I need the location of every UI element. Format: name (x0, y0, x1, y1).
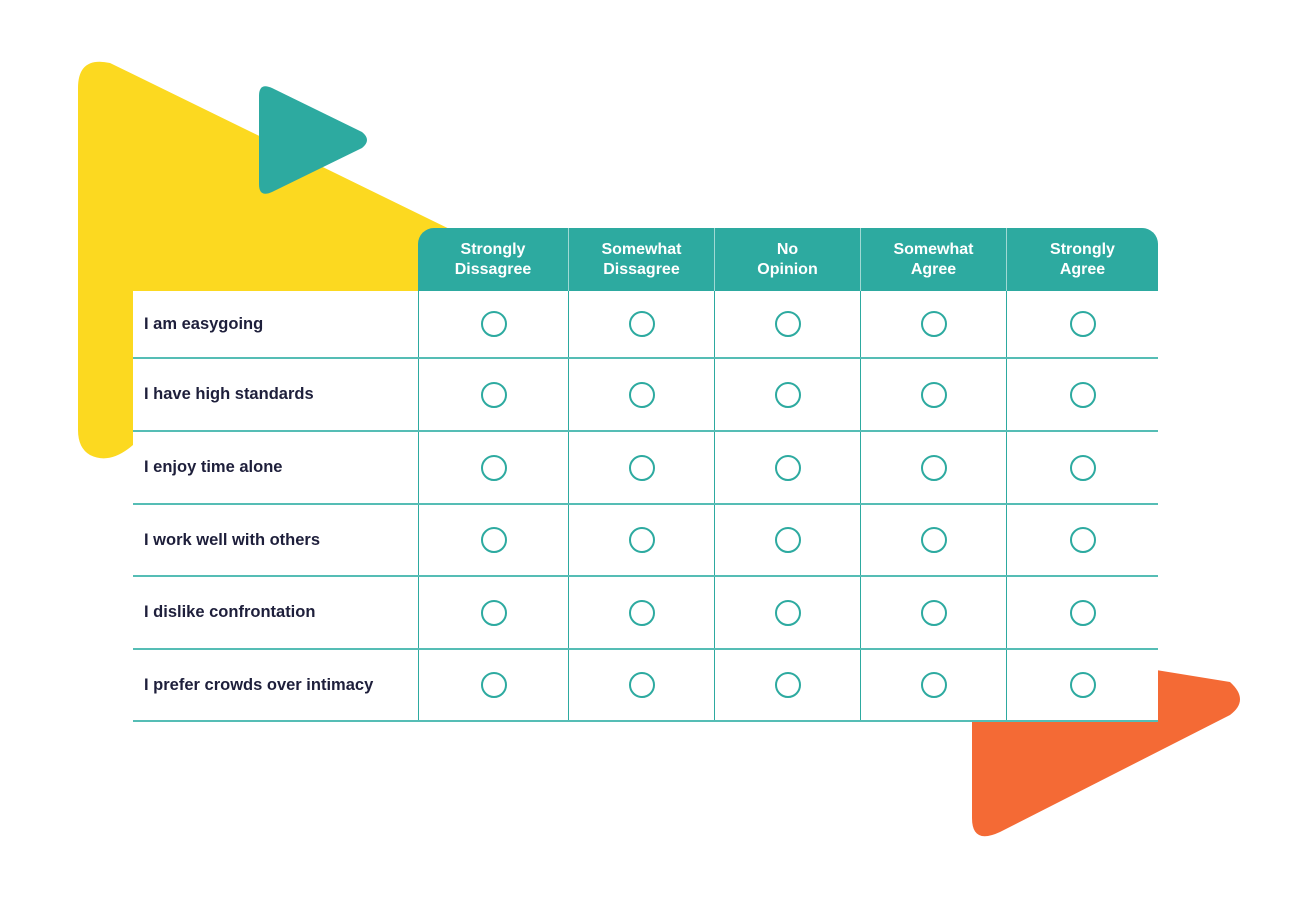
radio-strongly-agree[interactable] (1069, 527, 1096, 553)
statement-label: I enjoy time alone (144, 458, 283, 476)
radio-somewhat-disagree[interactable] (628, 527, 655, 553)
survey-row: I enjoy time alone (133, 432, 1158, 505)
option-cell-no-opinion (714, 505, 860, 575)
radio-strongly-disagree[interactable] (480, 599, 507, 626)
column-header-no-opinion: No Opinion (714, 228, 860, 291)
radio-somewhat-disagree[interactable] (628, 599, 655, 626)
radio-strongly-agree[interactable] (1069, 672, 1096, 698)
option-cell-somewhat-disagree (568, 432, 714, 503)
option-cell-strongly-disagree (418, 359, 568, 430)
radio-somewhat-agree[interactable] (920, 672, 947, 698)
survey-row: I have high standards (133, 359, 1158, 432)
option-cell-somewhat-agree (860, 359, 1006, 430)
option-cell-somewhat-disagree (568, 359, 714, 430)
option-cell-strongly-agree (1006, 432, 1158, 503)
option-cell-no-opinion (714, 432, 860, 503)
header-row: Strongly Dissagree Somewhat Dissagree No… (133, 228, 1158, 291)
radio-somewhat-agree[interactable] (920, 599, 947, 626)
yellow-triangle-shape (78, 61, 560, 459)
radio-strongly-agree[interactable] (1069, 311, 1096, 337)
option-cell-somewhat-disagree (568, 650, 714, 720)
option-cell-strongly-disagree (418, 577, 568, 648)
option-cell-somewhat-agree (860, 291, 1006, 357)
likert-survey-table: Strongly Dissagree Somewhat Dissagree No… (133, 228, 1158, 722)
radio-no-opinion[interactable] (774, 527, 801, 553)
radio-strongly-disagree[interactable] (480, 381, 507, 408)
radio-somewhat-agree[interactable] (920, 527, 947, 553)
column-header-strongly-agree: Strongly Agree (1006, 228, 1158, 291)
statement-label: I dislike confrontation (144, 603, 316, 621)
radio-somewhat-disagree[interactable] (628, 454, 655, 481)
column-header-somewhat-agree: Somewhat Agree (860, 228, 1006, 291)
radio-somewhat-agree[interactable] (920, 454, 947, 481)
option-cell-strongly-agree (1006, 359, 1158, 430)
option-cell-somewhat-agree (860, 650, 1006, 720)
option-cell-no-opinion (714, 577, 860, 648)
survey-row: I prefer crowds over intimacy (133, 650, 1158, 722)
option-cell-no-opinion (714, 291, 860, 357)
header-spacer (133, 228, 418, 291)
radio-somewhat-disagree[interactable] (628, 672, 655, 698)
radio-somewhat-agree[interactable] (920, 311, 947, 337)
survey-rows: I am easygoing I have high standards I enj… (133, 291, 1158, 722)
statement-label: I am easygoing (144, 314, 264, 333)
radio-no-opinion[interactable] (774, 381, 801, 408)
radio-somewhat-disagree[interactable] (628, 381, 655, 408)
radio-somewhat-disagree[interactable] (628, 311, 655, 337)
radio-strongly-agree[interactable] (1069, 381, 1096, 408)
radio-somewhat-agree[interactable] (920, 381, 947, 408)
radio-strongly-disagree[interactable] (480, 527, 507, 553)
option-cell-strongly-agree (1006, 650, 1158, 720)
statement-label: I work well with others (144, 530, 321, 549)
option-cell-no-opinion (714, 650, 860, 720)
column-header-somewhat-disagree: Somewhat Dissagree (568, 228, 714, 291)
option-cell-somewhat-disagree (568, 577, 714, 648)
column-header-strongly-disagree: Strongly Dissagree (454, 240, 532, 278)
radio-strongly-disagree[interactable] (480, 672, 507, 698)
radio-no-opinion[interactable] (774, 672, 801, 698)
option-cell-no-opinion (714, 359, 860, 430)
option-cell-somewhat-agree (860, 577, 1006, 648)
radio-strongly-disagree[interactable] (480, 311, 507, 337)
option-cell-somewhat-disagree (568, 505, 714, 575)
option-cell-strongly-disagree (418, 505, 568, 575)
statement-label: I have high standards (144, 385, 314, 403)
radio-strongly-disagree[interactable] (480, 454, 507, 481)
header-cells: Strongly Dissagree Somewhat Dissagree No… (418, 228, 1158, 291)
teal-triangle-shape (259, 86, 367, 194)
option-cell-strongly-disagree (418, 291, 568, 357)
option-cell-somewhat-disagree (568, 291, 714, 357)
option-cell-strongly-disagree (418, 650, 568, 720)
option-cell-strongly-agree (1006, 291, 1158, 357)
option-cell-strongly-agree (1006, 505, 1158, 575)
survey-row: I work well with others (133, 505, 1158, 577)
survey-row: I dislike confrontation (133, 577, 1158, 650)
survey-row: I am easygoing (133, 291, 1158, 359)
radio-strongly-agree[interactable] (1069, 599, 1096, 626)
radio-no-opinion[interactable] (774, 454, 801, 481)
option-cell-strongly-agree (1006, 577, 1158, 648)
option-cell-somewhat-agree (860, 432, 1006, 503)
radio-no-opinion[interactable] (774, 599, 801, 626)
radio-strongly-agree[interactable] (1069, 454, 1096, 481)
radio-no-opinion[interactable] (774, 311, 801, 337)
option-cell-somewhat-agree (860, 505, 1006, 575)
option-cell-strongly-disagree (418, 432, 568, 503)
statement-label: I prefer crowds over intimacy (144, 675, 374, 694)
